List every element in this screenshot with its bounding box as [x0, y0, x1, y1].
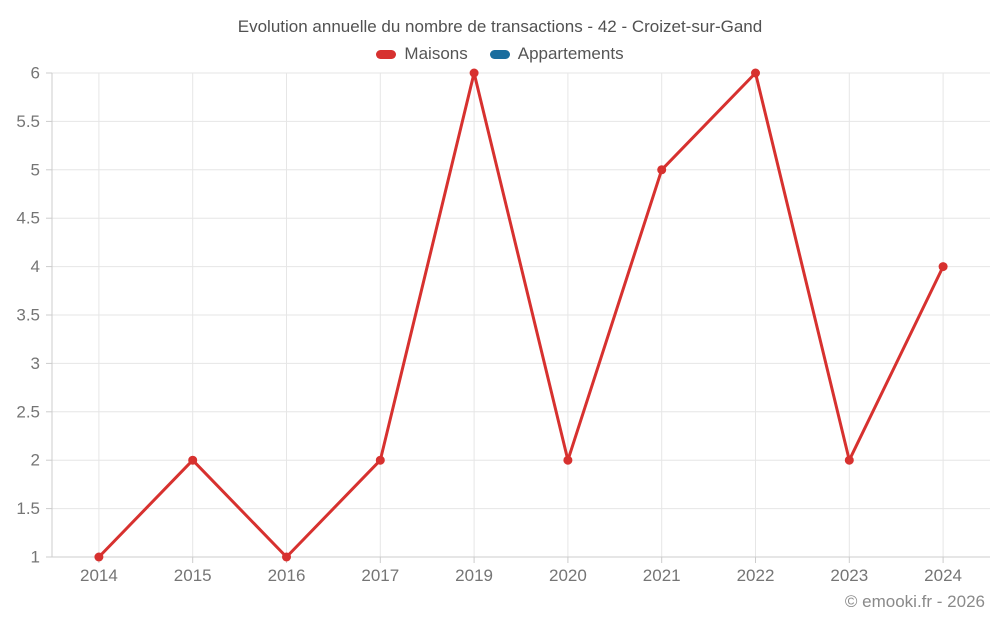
y-tick-label: 2 [31, 451, 40, 470]
x-tick-label: 2019 [455, 566, 493, 585]
y-tick-label: 3.5 [16, 306, 40, 325]
legend-item-maisons[interactable]: Maisons [376, 44, 468, 64]
y-tick-label: 4 [31, 257, 40, 276]
x-tick-label: 2014 [80, 566, 118, 585]
maisons-series-swatch [376, 49, 397, 59]
y-tick-label: 1 [31, 548, 40, 567]
chart-title: Evolution annuelle du nombre de transact… [237, 17, 763, 36]
data-point-maisons-2024 [938, 262, 948, 272]
y-tick-label: 3 [31, 354, 40, 373]
data-point-maisons-2014 [94, 552, 104, 562]
x-tick-label: 2015 [174, 566, 212, 585]
data-point-maisons-2019 [469, 68, 479, 78]
data-point-maisons-2021 [657, 165, 667, 175]
series-line-maisons [97, 71, 945, 559]
x-tick-label: 2017 [361, 566, 399, 585]
data-point-maisons-2015 [188, 455, 198, 465]
y-tick-label: 1.5 [16, 499, 40, 518]
legend-label-maisons: Maisons [404, 44, 468, 63]
data-point-maisons-2020 [563, 455, 573, 465]
x-tick-label: 2023 [830, 566, 868, 585]
y-tick-label: 5.5 [16, 112, 40, 131]
y-tick-label: 4.5 [16, 209, 40, 228]
data-point-maisons-2017 [375, 455, 385, 465]
y-tick-label: 6 [31, 64, 40, 83]
y-tick-label: 2.5 [16, 402, 40, 421]
data-point-maisons-2022 [751, 68, 760, 78]
copyright: © emooki.fr - 2026 [844, 592, 985, 611]
x-tick-label: 2021 [643, 566, 681, 585]
x-tick-label: 2022 [737, 566, 775, 585]
appartements-series-swatch [489, 49, 510, 59]
chart-legend: Maisons Appartements [0, 44, 1000, 64]
x-tick-label: 2024 [924, 566, 962, 585]
y-tick-label: 5 [31, 160, 40, 179]
legend-label-appartements: Appartements [517, 44, 624, 63]
data-point-maisons-2023 [844, 455, 854, 465]
x-tick-label: 2020 [549, 566, 587, 585]
x-tick-label: 2016 [268, 566, 306, 585]
data-point-maisons-2016 [282, 552, 291, 562]
legend-item-appartements[interactable]: Appartements [489, 44, 624, 64]
